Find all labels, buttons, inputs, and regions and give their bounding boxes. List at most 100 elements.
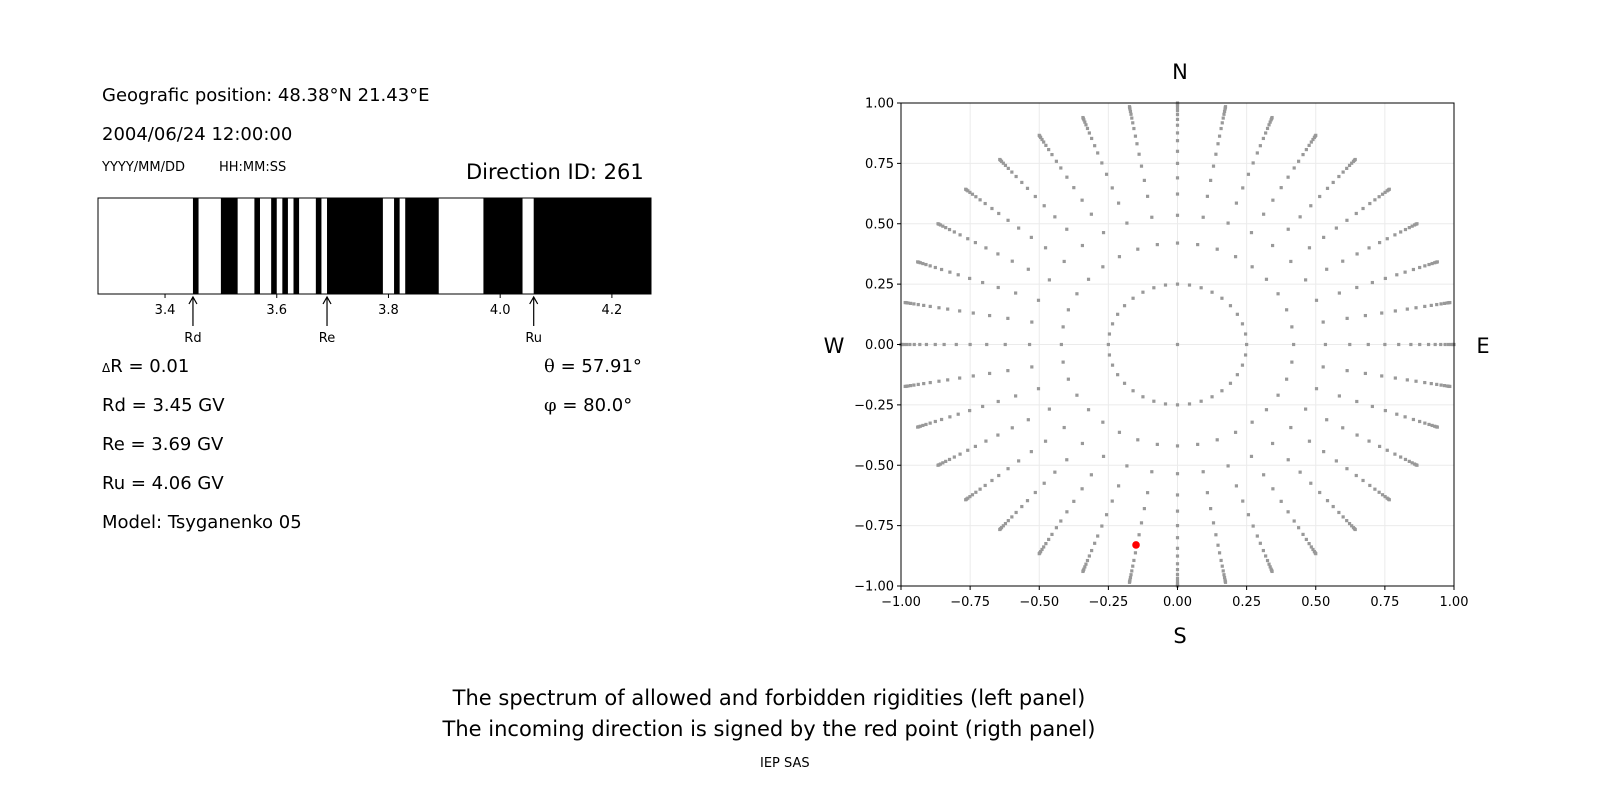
direction-point	[1286, 458, 1290, 462]
forbidden-band	[405, 198, 439, 294]
direction-point	[1089, 212, 1093, 216]
direction-point	[908, 342, 912, 347]
x-tick-label: −0.25	[1088, 595, 1128, 610]
direction-point	[904, 342, 909, 347]
direction-point	[1084, 562, 1088, 566]
direction-point	[1221, 569, 1225, 573]
direction-point	[1040, 547, 1044, 552]
direction-point	[1395, 412, 1399, 416]
direction-point	[1101, 454, 1106, 458]
direction-point	[1407, 226, 1411, 230]
direction-point	[1267, 123, 1271, 127]
direction-point	[998, 157, 1002, 162]
direction-point	[956, 412, 960, 416]
direction-point	[1175, 139, 1180, 143]
direction-point	[1175, 342, 1180, 347]
direction-point	[1367, 439, 1371, 443]
direction-point	[1062, 425, 1066, 430]
direction-point	[1033, 490, 1037, 495]
direction-point	[1341, 426, 1345, 430]
direction-point	[1175, 161, 1180, 165]
direction-point	[1309, 204, 1313, 208]
direction-point	[1226, 221, 1230, 225]
direction-point	[1006, 519, 1010, 523]
direction-point	[1083, 565, 1087, 569]
direction-point	[971, 374, 975, 378]
direction-point	[1267, 562, 1271, 566]
direction-point	[1345, 519, 1349, 523]
time-format-label: HH:MM:SS	[219, 160, 287, 175]
direction-point	[981, 404, 985, 409]
direction-point	[968, 276, 972, 281]
y-tick-label: 0.75	[865, 157, 894, 172]
direction-point	[1110, 363, 1115, 367]
direction-point	[1367, 246, 1371, 250]
direction-point	[1089, 473, 1093, 477]
direction-point	[990, 206, 994, 211]
direction-point	[1418, 419, 1422, 424]
direction-point	[916, 260, 920, 264]
direction-point	[1086, 277, 1091, 281]
direction-point	[1072, 499, 1076, 503]
direction-point	[1061, 325, 1065, 329]
direction-point	[968, 408, 972, 413]
direction-point	[1285, 377, 1289, 381]
direction-point	[1066, 377, 1070, 381]
x-tick-label: 4.2	[602, 303, 623, 318]
direction-point	[1226, 464, 1230, 468]
direction-id: Direction ID: 261	[466, 160, 644, 184]
direction-point	[1036, 387, 1041, 391]
direction-point	[924, 262, 928, 267]
direction-point	[1309, 140, 1313, 144]
direction-point	[1075, 292, 1079, 296]
direction-point	[1175, 546, 1180, 550]
direction-point	[1127, 580, 1132, 584]
direction-point	[1047, 147, 1051, 152]
direction-point	[1101, 265, 1105, 269]
direction-point	[1209, 178, 1213, 182]
direction-point	[1087, 131, 1091, 135]
direction-point	[1155, 243, 1159, 247]
direction-point	[1132, 126, 1136, 131]
direction-point	[1430, 261, 1434, 266]
direction-point	[1155, 442, 1159, 446]
direction-point	[996, 285, 1000, 290]
direction-point	[1370, 280, 1374, 285]
direction-point	[1199, 286, 1203, 290]
direction-point	[1405, 307, 1409, 311]
arrow-head-icon	[529, 295, 539, 305]
direction-point	[1292, 519, 1296, 523]
direction-point	[1345, 467, 1349, 471]
direction-point	[1214, 533, 1218, 537]
direction-point	[1216, 142, 1220, 146]
direction-point	[1214, 152, 1218, 156]
forbidden-band	[271, 198, 277, 294]
direction-point	[1383, 495, 1387, 499]
direction-point	[1290, 360, 1294, 364]
direction-point	[1378, 444, 1382, 449]
direction-point	[1047, 537, 1051, 542]
direction-point	[1255, 151, 1259, 155]
y-tick-label: −0.75	[854, 519, 894, 534]
direction-point	[1418, 265, 1422, 270]
direction-point	[1261, 548, 1265, 553]
x-tick-label: 3.6	[266, 303, 287, 318]
direction-point	[1020, 180, 1024, 185]
direction-point	[1423, 421, 1427, 425]
direction-point	[1104, 172, 1109, 176]
direction-point	[1175, 493, 1180, 497]
x-tick-label: 0.75	[1370, 595, 1399, 610]
direction-point	[1201, 215, 1205, 219]
direction-point	[1297, 526, 1301, 530]
direction-point	[996, 433, 1000, 437]
forbidden-band	[192, 198, 199, 294]
delta-symbol: Δ	[102, 361, 111, 375]
rd-value: Rd = 3.45 GV	[102, 395, 225, 416]
direction-point	[978, 487, 982, 491]
direction-point	[1435, 425, 1439, 429]
direction-point	[1090, 548, 1094, 553]
direction-point	[946, 307, 950, 311]
direction-point	[1347, 163, 1352, 168]
direction-point	[1368, 483, 1372, 488]
direction-point	[1059, 166, 1063, 170]
